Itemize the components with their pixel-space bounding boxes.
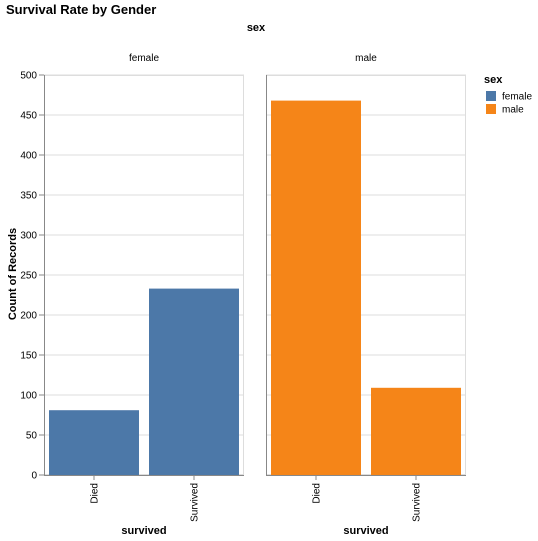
bar-male-died [271,100,361,475]
bar-male-survived [371,387,461,475]
facet-header-male: male [355,53,377,64]
x-axis-title: survived [343,525,388,537]
bar-female-died [49,410,139,475]
y-tick-label: 350 [20,191,37,202]
facet-header-female: female [129,53,159,64]
y-tick-label: 0 [31,471,37,482]
facet-panel-male: male Died Survived survived [266,53,466,537]
y-axis-title: Count of Records [7,228,19,320]
x-axis-title: survived [121,525,166,537]
y-tick-label: 450 [20,111,37,122]
y-tick-label: 100 [20,391,37,402]
facet-panel-female: female Died Survived survived 0 50 100 150 200 25… [20,53,244,537]
facet-field-title: sex [247,22,266,34]
x-tick-label-died: Died [90,483,101,504]
legend-swatch-male [486,104,496,114]
legend-label-male: male [502,105,524,116]
bar-female-survived [149,288,239,475]
y-tick-label: 50 [26,431,38,442]
x-tick-label-survived: Survived [412,483,423,522]
legend-title: sex [484,74,503,86]
facet-panels: female Died Survived survived 0 50 100 150 200 25… [20,53,466,537]
y-tick-label: 400 [20,151,37,162]
legend-swatch-female [486,91,496,101]
chart-title: Survival Rate by Gender [6,2,156,17]
x-tick-label-survived: Survived [190,483,201,522]
y-tick-label: 200 [20,311,37,322]
x-tick-label-died: Died [312,483,323,504]
y-tick-label: 250 [20,271,37,282]
legend-label-female: female [502,92,532,103]
legend: sex female male [484,74,532,116]
y-tick-label: 300 [20,231,37,242]
y-tick-label: 500 [20,71,37,82]
y-tick-label: 150 [20,351,37,362]
